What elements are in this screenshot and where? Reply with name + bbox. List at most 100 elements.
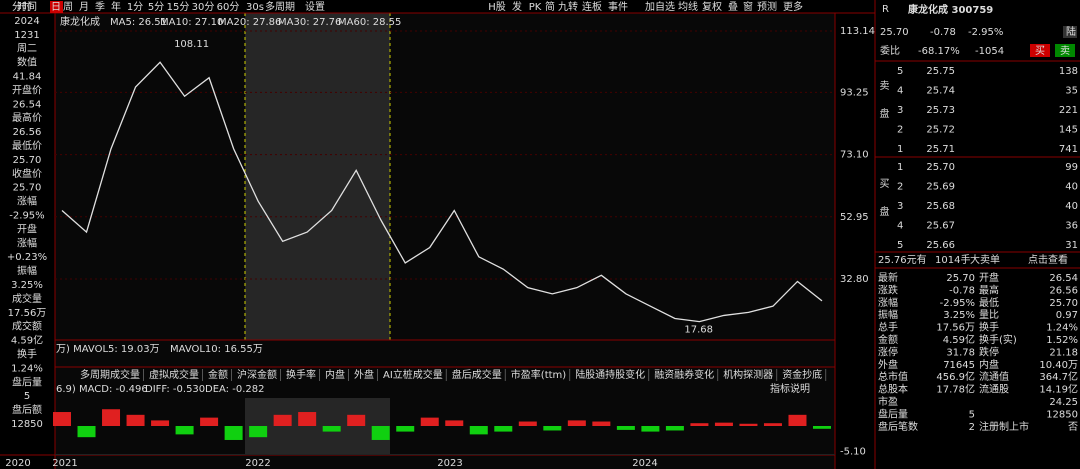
buy-btn-text[interactable]: 买 <box>1035 45 1045 57</box>
market-badge-text: 陆 <box>1066 25 1076 38</box>
book-volume: 40 <box>1065 201 1078 212</box>
stat-value: 26.54 <box>1049 273 1078 284</box>
stat-label: 量比 <box>979 309 999 321</box>
toolbar-tab[interactable]: 分时 <box>12 1 32 13</box>
toolbar-tab[interactable]: 日 <box>51 2 61 13</box>
volume-legend: MAVOL10: 16.55万 <box>170 344 263 355</box>
toolbar-button[interactable]: PK <box>529 2 542 13</box>
big-order-notice: 大卖单 <box>970 253 1000 266</box>
stat-value: 0.97 <box>1056 310 1078 321</box>
toolbar-tab[interactable]: 1分 <box>127 1 143 13</box>
indicator-tab[interactable]: 沪深金额 <box>237 368 277 381</box>
indicator-tab[interactable]: 融资融券变化 <box>654 368 714 381</box>
indicator-help[interactable]: 指标说明 <box>770 382 810 395</box>
sidebar-item: 12850 <box>11 419 43 430</box>
toolbar-button[interactable]: 加自选 <box>645 0 675 13</box>
sidebar-item: 26.56 <box>13 127 42 138</box>
toolbar-button[interactable]: 事件 <box>608 0 628 13</box>
indicator-tab[interactable]: 多周期成交量 <box>80 368 140 381</box>
stat-label: 跌停 <box>979 345 999 358</box>
tab-separator <box>569 369 571 381</box>
toolbar-button[interactable]: 连板 <box>582 0 602 13</box>
macd-bar <box>690 423 709 426</box>
indicator-tab[interactable]: 盘后成交量 <box>452 368 502 381</box>
indicator-tab[interactable]: 换手率 <box>286 368 316 381</box>
stat-value: 5 <box>969 409 975 420</box>
indicator-tab[interactable]: 内盘 <box>325 368 345 381</box>
tab-separator <box>231 369 232 381</box>
stat-value: 456.9亿 <box>936 370 975 383</box>
buy-btn[interactable] <box>1030 44 1050 57</box>
toolbar-button[interactable]: 简 <box>545 0 555 13</box>
stat-label: 盘后量 <box>878 407 908 420</box>
book-level: 5 <box>897 240 903 251</box>
indicator-tab[interactable]: 虚拟成交量 <box>149 368 199 381</box>
sidebar-item: 2024 <box>14 16 39 27</box>
toolbar-button[interactable]: 复权 <box>702 0 722 13</box>
stat-value: 12850 <box>1046 409 1078 420</box>
market-tag: R <box>882 4 889 15</box>
weibi-diff: -1054 <box>975 46 1004 57</box>
toolbar-button[interactable]: H股 <box>488 1 506 13</box>
indicator-tab[interactable]: 金额 <box>208 368 228 381</box>
toolbar-tab[interactable]: 年 <box>111 0 121 13</box>
indicator-tab[interactable]: 陆股通持股变化 <box>575 368 645 381</box>
sidebar-item: +0.23% <box>7 252 47 263</box>
toolbar-button[interactable]: 九转 <box>558 0 578 13</box>
toolbar-tab[interactable]: 周 <box>63 1 73 13</box>
toolbar-tab[interactable]: 月 <box>79 1 89 13</box>
toolbar-tab[interactable]: 30分 <box>192 1 215 13</box>
sidebar-item: 成交额 <box>12 320 42 333</box>
toolbar-button[interactable]: 更多 <box>783 0 803 13</box>
stat-label: 金额 <box>878 333 898 346</box>
sidebar-item: 时间 <box>17 0 37 13</box>
sell-btn[interactable] <box>1055 44 1075 57</box>
sidebar-item: 涨幅 <box>17 236 37 249</box>
toolbar-tab[interactable]: 多周期 <box>265 0 295 13</box>
toolbar-tab[interactable]: 设置 <box>305 1 325 13</box>
ma-legend: MA5: 26.51 <box>110 17 167 28</box>
sidebar-item: 26.54 <box>13 99 42 110</box>
toolbar-tab[interactable]: 60分 <box>217 1 240 13</box>
toolbar-button[interactable]: 均线 <box>678 0 698 13</box>
sidebar-item: 1231 <box>14 30 39 41</box>
stat-label: 最高 <box>979 283 999 296</box>
y-tick-label: 113.14 <box>840 26 875 37</box>
book-level: 1 <box>897 162 903 173</box>
change: -0.78 <box>930 27 956 38</box>
stat-value: 21.18 <box>1049 347 1078 358</box>
stat-value: 31.78 <box>946 347 975 358</box>
toolbar-button[interactable]: 叠 <box>728 1 738 13</box>
x-tick-label: 2020 <box>5 458 30 469</box>
indicator-tab[interactable]: 机构探测器 <box>723 368 773 381</box>
toolbar-tab[interactable]: 15分 <box>167 1 190 13</box>
ma-legend: MA10: 27.10 <box>160 17 223 28</box>
sell-btn-text[interactable]: 卖 <box>1060 45 1070 57</box>
toolbar-tab[interactable]: 季 <box>95 1 105 13</box>
sidebar-item: 25.70 <box>13 155 42 166</box>
macd-bar <box>788 414 807 426</box>
macd-bar <box>151 420 170 426</box>
toolbar-button[interactable]: 窗 <box>743 0 753 13</box>
tab-separator <box>717 369 719 381</box>
indicator-tab[interactable]: AI立桩成交量 <box>383 368 443 381</box>
indicator-tab[interactable]: 资金抄底 <box>782 368 822 381</box>
stat-value: 3.25% <box>943 310 975 321</box>
toolbar-tab[interactable]: 5分 <box>148 1 164 13</box>
active-period <box>50 1 63 13</box>
indicator-tab[interactable]: 外盘 <box>354 368 374 381</box>
toolbar-button[interactable]: 发 <box>512 0 522 13</box>
indicator-tab[interactable]: 市盈率(ttm) <box>511 368 566 381</box>
toolbar-tab[interactable]: 30s <box>246 2 264 13</box>
stat-label: 涨幅 <box>878 296 898 309</box>
tab-separator <box>504 369 506 381</box>
x-tick-label: 2021 <box>52 458 77 469</box>
stat-value: 否 <box>1068 421 1078 433</box>
tab-separator <box>202 369 203 381</box>
book-price: 25.74 <box>926 86 955 97</box>
big-order-notice[interactable]: 点击查看 <box>1028 253 1068 266</box>
tab-separator <box>776 369 778 381</box>
toolbar-button[interactable]: 预测 <box>757 0 777 13</box>
stat-value: 25.70 <box>1049 298 1078 309</box>
